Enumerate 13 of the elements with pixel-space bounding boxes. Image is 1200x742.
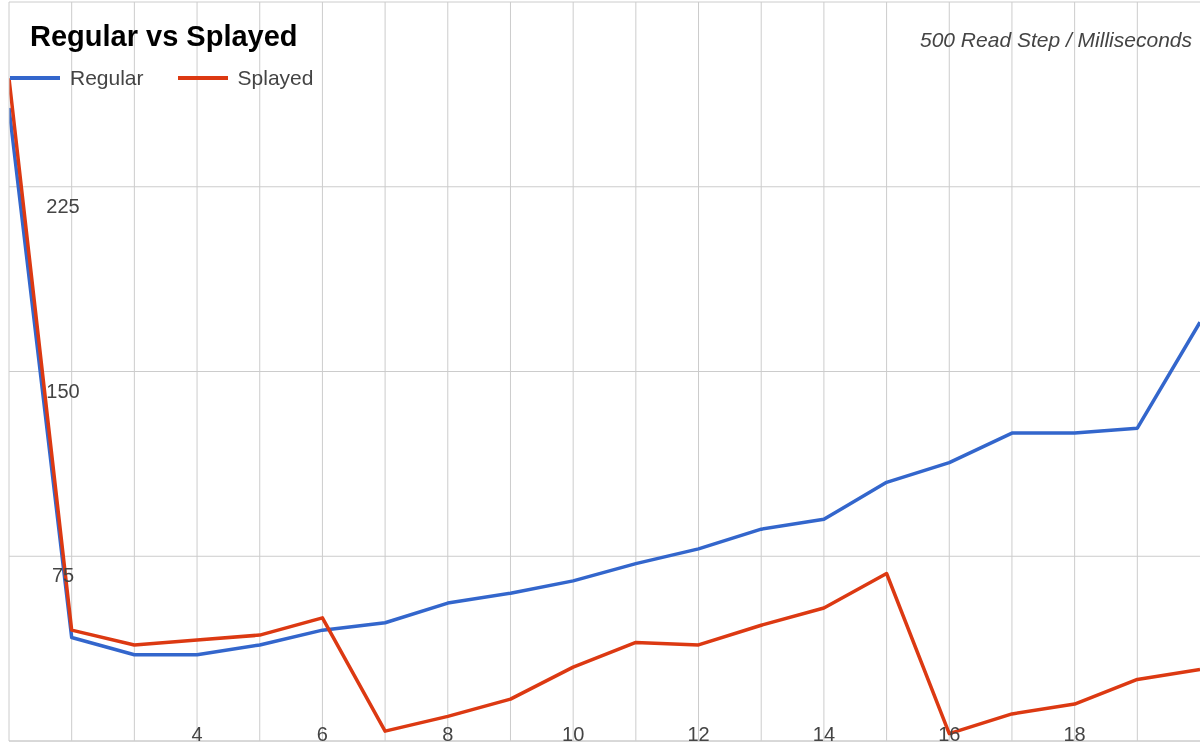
x-tick-label: 14 [812, 723, 836, 742]
x-tick-label: 10 [562, 723, 585, 742]
x-tick-label: 4 [191, 723, 203, 742]
text: Regular vs Splayed [30, 20, 298, 53]
x-tick-label: 18 [1063, 723, 1086, 742]
y-tick-label: 150 [46, 379, 80, 402]
legend-label: Splayed [236, 66, 314, 90]
x-tick-label: 6 [316, 723, 328, 742]
x-tick-label: 12 [687, 723, 710, 742]
y-tick-label: 225 [46, 194, 80, 217]
legend-label: Regular [69, 66, 144, 90]
text: 500 Read Step / Milliseconds [920, 28, 1192, 52]
x-tick-label: 8 [442, 723, 454, 742]
